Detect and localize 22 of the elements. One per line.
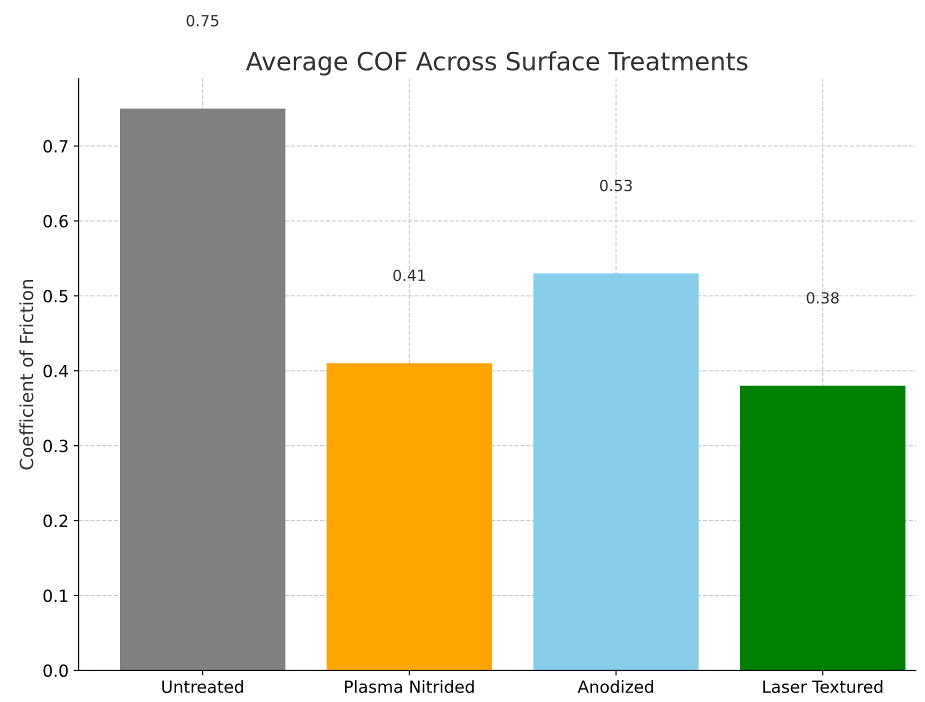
y-tick-label: 0.4: [43, 364, 68, 378]
bar: [740, 386, 906, 670]
y-tick-label: 0.6: [43, 214, 68, 228]
x-tick-label: Laser Textured: [763, 680, 882, 694]
annotation: 0.38: [806, 292, 839, 304]
y-axis-title: Coefficient of Friction: [19, 280, 34, 470]
x-tick-label: Untreated: [162, 680, 243, 694]
y-tick-label: 0.1: [43, 589, 68, 602]
chart-title: Average COF Across Surface Treatments: [246, 51, 748, 76]
x-tick-label: Anodized: [578, 680, 653, 694]
bar: [533, 273, 699, 670]
annotation: 0.41: [393, 270, 425, 282]
y-tick-label: 0.3: [43, 440, 68, 452]
x-tick-label: Plasma Nitrided: [345, 680, 474, 694]
bar: [120, 108, 286, 670]
y-tick-label: 0.5: [43, 290, 68, 302]
y-tick-label: 0.2: [43, 514, 68, 528]
text: 0.75: [186, 14, 218, 26]
y-tick-label: 0.0: [43, 664, 68, 677]
y-tick-label: 0.7: [43, 140, 68, 153]
annotation: 0.53: [600, 180, 632, 192]
bar: [326, 363, 492, 670]
